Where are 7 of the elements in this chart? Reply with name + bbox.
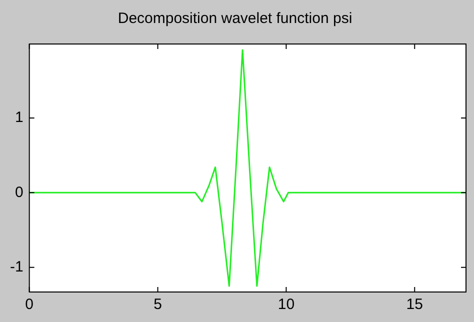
y-tick-label: -1 [10,258,24,276]
chart-title: Decomposition wavelet function psi [118,10,352,28]
x-tick-label: 15 [406,296,423,314]
x-tick-label: 10 [278,296,295,314]
x-tick-label: 5 [154,296,162,314]
y-tick-label: 0 [14,184,24,201]
y-tick-label: 1 [14,109,24,126]
